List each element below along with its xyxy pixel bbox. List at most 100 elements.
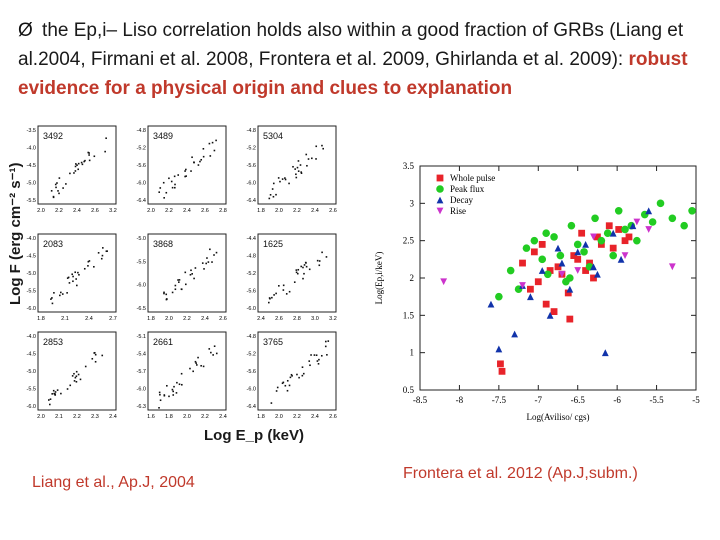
series-whole-pulse	[497, 222, 633, 375]
panel-point	[163, 291, 165, 294]
x-tick-label: -7.5	[492, 395, 507, 405]
panel-point	[215, 352, 218, 355]
panel-point	[178, 279, 181, 281]
panel-point	[54, 393, 56, 396]
panel-point	[191, 156, 193, 159]
panel-ytick: -5.1	[137, 334, 146, 340]
panel-ytick: -5.2	[137, 146, 146, 152]
panel-point	[285, 293, 288, 295]
panel-point	[74, 271, 77, 274]
data-point	[538, 255, 547, 264]
data-point	[621, 225, 629, 234]
panel-point	[56, 182, 58, 184]
data-point	[538, 267, 546, 274]
panel-point	[174, 288, 177, 291]
data-point	[590, 233, 597, 241]
panel-point	[300, 171, 302, 173]
panel-xtick: 2.4	[311, 208, 319, 214]
panel-point	[48, 399, 50, 401]
panel-xtick: 2.6	[329, 414, 337, 420]
panel-point	[58, 177, 61, 179]
panel-point	[73, 372, 75, 375]
x-tick-label: -8.5	[413, 395, 428, 405]
panel-point	[168, 395, 170, 398]
panel-point	[209, 155, 212, 157]
panel-point	[93, 265, 95, 268]
panel-ytick: -5.7	[137, 369, 146, 375]
panel-ytick: -5.5	[27, 198, 36, 204]
panel-point	[271, 188, 274, 190]
panel-point	[61, 293, 64, 295]
panel-point	[173, 385, 175, 388]
panel-point	[52, 389, 55, 392]
panel-point	[298, 376, 300, 379]
panel-xtick: 2.2	[201, 414, 209, 420]
panel-point	[84, 365, 87, 368]
panel-point	[66, 388, 69, 390]
panel-xtick: 2.2	[293, 208, 301, 214]
panel-point	[51, 393, 54, 395]
panel-ytick: -4.8	[247, 254, 256, 260]
panel-point	[297, 268, 300, 271]
data-point	[633, 236, 641, 245]
panel-point	[58, 192, 60, 195]
panel-point	[88, 260, 91, 262]
panel-xtick: 2.0	[37, 414, 45, 420]
panel-xtick: 1.8	[257, 208, 265, 214]
data-point	[550, 233, 558, 241]
panel-point	[185, 175, 187, 177]
panel-point	[207, 261, 210, 263]
panel-ytick: -5.2	[247, 271, 256, 277]
panel-point	[193, 161, 195, 164]
panel-point	[173, 175, 176, 178]
data-point	[609, 251, 617, 260]
panel-xtick: 2.6	[91, 208, 99, 214]
panel-point	[93, 155, 96, 158]
panel-point	[73, 172, 75, 174]
panel-point	[67, 276, 70, 279]
panel-point	[57, 190, 59, 192]
panel-point	[66, 277, 69, 279]
bullet-text: the Ep,i– Liso correlation holds also wi…	[18, 20, 684, 70]
panel-ytick: -6.0	[137, 181, 146, 187]
legend-marker	[436, 207, 444, 215]
x-tick-label: -8	[456, 395, 464, 405]
panel-point	[197, 164, 200, 166]
panel-point	[166, 384, 168, 387]
data-point	[621, 237, 629, 245]
panel-point	[300, 265, 303, 268]
panel-point	[300, 172, 303, 175]
panel-point	[318, 358, 320, 361]
x-tick-label: -5	[692, 395, 700, 405]
data-point	[556, 251, 565, 260]
panel-3765: 3765 1.8 2.0 2.2 2.4 2.6 -4.8 -5.2 -5.6 -6.0 -6.4	[247, 331, 337, 420]
panel-id: 5304	[263, 131, 283, 141]
data-point	[668, 214, 677, 223]
panel-point	[205, 262, 208, 265]
panel-point	[75, 163, 77, 165]
panel-xtick: 1.8	[257, 414, 265, 420]
panel-point	[270, 402, 273, 404]
panel-point	[177, 279, 179, 281]
panel-xtick: 2.0	[37, 208, 45, 214]
data-point	[506, 266, 515, 275]
panel-point	[178, 281, 180, 283]
data-point	[538, 241, 546, 248]
panel-point	[206, 257, 208, 259]
data-point	[609, 229, 617, 237]
right-caption: Frontera et al. 2012 (Ap.J,subm.)	[403, 465, 638, 482]
data-point	[580, 248, 588, 256]
legend-label: Peak flux	[450, 184, 485, 194]
panel-xtick: 2.0	[147, 208, 155, 214]
left-figure-xlabel: Log E_p (keV)	[204, 427, 305, 444]
panel-point	[317, 363, 320, 365]
panel-ytick: -6.4	[247, 198, 256, 204]
panel-point	[278, 285, 280, 287]
panel-point	[302, 372, 305, 375]
y-axis-label: Log(Ep,i/keV)	[374, 252, 384, 305]
panel-point	[275, 193, 277, 196]
arrow-bullet-icon: Ø	[18, 20, 33, 41]
panel-point	[75, 375, 78, 378]
panel-point	[268, 197, 271, 200]
